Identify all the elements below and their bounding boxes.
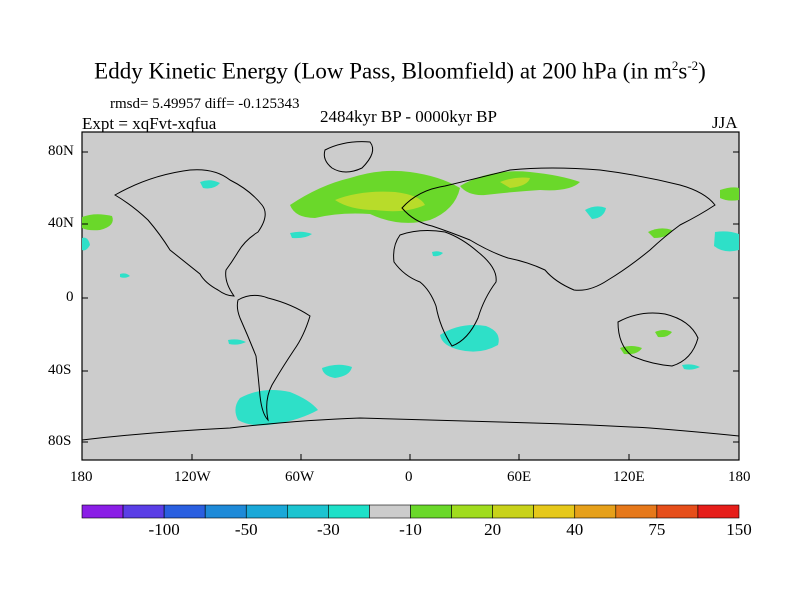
colorbar-labels: -100 -50 -30 -10 20 40 75 150: [149, 520, 752, 539]
season-label: JJA: [712, 113, 738, 132]
coastlines: [81, 141, 740, 441]
patch-tasman: [682, 364, 700, 370]
lon-tick-180w: 180: [70, 469, 93, 485]
patch-indian-ocean: [620, 346, 642, 355]
colorbar-box: [697, 504, 740, 519]
colorbar-box: [122, 504, 165, 519]
africa-outline: [393, 230, 497, 347]
patch-pacific-west-edge: [82, 214, 113, 231]
south-america-outline: [236, 294, 311, 422]
lat-tick-40n: 40N: [48, 215, 74, 231]
lon-tick-0: 0: [405, 469, 413, 485]
lat-tick-0: 0: [66, 289, 74, 305]
lon-tick-180e: 180: [728, 469, 751, 485]
colorbar-label: 20: [484, 520, 501, 539]
axis-ticks: [82, 151, 739, 460]
greenland-outline: [323, 141, 374, 173]
colorbar-box: [81, 504, 124, 519]
colorbar-label: -50: [235, 520, 258, 539]
patch-west-atlantic: [290, 231, 312, 239]
eurasia-outline: [401, 167, 716, 291]
lat-tick-40s: 40S: [48, 362, 72, 378]
colorbar-box: [656, 504, 699, 519]
period-label: 2484kyr BP - 0000kyr BP: [320, 107, 497, 126]
lat-tick-80n: 80N: [48, 143, 74, 159]
colorbar-box: [492, 504, 534, 519]
patch-sahara: [432, 251, 443, 257]
colorbar-box: [369, 504, 411, 519]
patch-north-atlantic-core: [335, 191, 425, 212]
experiment-label: Expt = xqFvt-xqfua: [82, 114, 217, 133]
lon-tick-60e: 60E: [507, 469, 532, 485]
patch-central-asia: [585, 206, 606, 219]
colorbar-box: [574, 504, 617, 519]
title-mid: s: [678, 58, 688, 84]
title-sup-2: -2: [687, 58, 699, 73]
colorbar-label: -30: [317, 520, 340, 539]
colorbar-box: [204, 504, 247, 519]
colorbar-label: 150: [726, 520, 752, 539]
patch-south-pacific: [228, 339, 246, 345]
colorbar-box: [245, 504, 288, 519]
colorbar-label: -10: [399, 520, 422, 539]
colorbar-box: [451, 504, 493, 519]
colorbar-box: [533, 504, 576, 519]
lat-tick-80s: 80S: [48, 433, 72, 449]
colorbar-label: 40: [566, 520, 583, 539]
title-text: Eddy Kinetic Energy (Low Pass, Bloomfiel…: [94, 58, 672, 84]
colorbar: [81, 504, 740, 519]
colorbar-label: -100: [149, 520, 180, 539]
plot-title: Eddy Kinetic Energy (Low Pass, Bloomfiel…: [0, 58, 800, 85]
colorbar-box: [615, 504, 658, 519]
patch-south-atlantic: [322, 364, 352, 378]
lon-tick-120w: 120W: [174, 469, 211, 485]
patch-east-pacific: [120, 273, 130, 278]
stats-text: rmsd= 5.49957 diff= -0.125343: [110, 96, 300, 112]
lon-tick-120e: 120E: [613, 469, 645, 485]
australia-outline: [617, 312, 699, 367]
patch-pacific-edge: [82, 237, 90, 251]
patch-pacific-east-edge: [720, 187, 739, 201]
colorbar-box: [287, 504, 329, 519]
anomaly-patches: [82, 170, 739, 426]
colorbar-box: [410, 504, 452, 519]
patch-hudson-bay: [200, 180, 220, 189]
north-america-outline: [114, 169, 266, 297]
title-sup-1: 2: [671, 58, 679, 73]
patch-australia-west: [655, 330, 672, 338]
antarctica-outline: [81, 417, 740, 441]
title-end: ): [698, 58, 706, 84]
patch-north-pacific: [714, 231, 739, 252]
colorbar-label: 75: [648, 520, 665, 539]
colorbar-box: [163, 504, 206, 519]
patch-drake-passage: [235, 390, 318, 426]
patch-siberia-core: [500, 177, 530, 188]
lon-tick-60w: 60W: [285, 469, 315, 485]
colorbar-box: [328, 504, 370, 519]
